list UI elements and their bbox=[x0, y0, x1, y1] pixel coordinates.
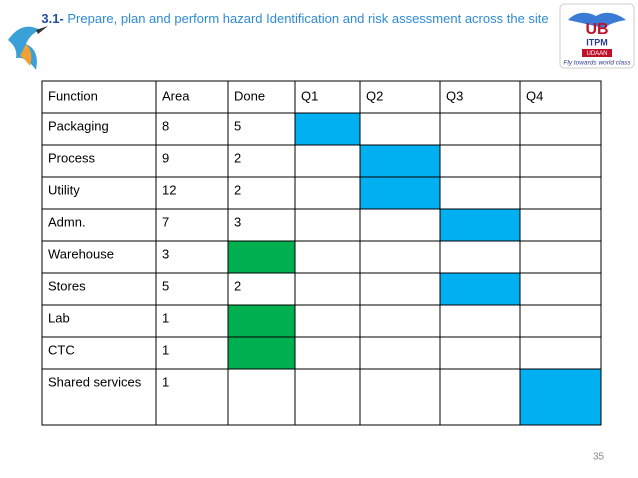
cell bbox=[359, 208, 441, 242]
highlight-cell bbox=[439, 208, 521, 242]
cell bbox=[41, 368, 157, 426]
cell bbox=[41, 240, 157, 274]
cell bbox=[294, 144, 361, 178]
title-number: 3.1- bbox=[41, 11, 64, 26]
table: Function Area Done Q1 Q2 Q3 Q4 Packaging 8 5 Proce… bbox=[41, 80, 602, 426]
cell bbox=[519, 336, 602, 370]
cell-text: 2 bbox=[234, 182, 241, 197]
cell bbox=[359, 240, 441, 274]
header-text: Function bbox=[48, 88, 98, 103]
cell bbox=[227, 144, 296, 178]
cell bbox=[519, 112, 602, 146]
cell bbox=[439, 144, 521, 178]
cell bbox=[294, 336, 361, 370]
header-cell bbox=[294, 80, 361, 114]
header-text: Q1 bbox=[301, 88, 318, 103]
cell bbox=[359, 304, 441, 338]
highlight-cell bbox=[227, 336, 296, 370]
cell-text: 9 bbox=[162, 150, 169, 165]
cell bbox=[359, 272, 441, 306]
cell-text: 1 bbox=[162, 310, 169, 325]
cell-text: Stores bbox=[48, 278, 86, 293]
header-cell bbox=[41, 80, 157, 114]
title-text: Prepare, plan and perform hazard Identif… bbox=[67, 11, 549, 26]
highlight-cell bbox=[359, 176, 441, 210]
highlight-cell bbox=[227, 304, 296, 338]
cell bbox=[439, 240, 521, 274]
cell bbox=[439, 112, 521, 146]
cell bbox=[519, 240, 602, 274]
cell bbox=[519, 208, 602, 242]
cell bbox=[155, 112, 229, 146]
cell-text: 2 bbox=[234, 150, 241, 165]
page-number: 35 bbox=[593, 452, 605, 463]
highlight-cell bbox=[359, 144, 441, 178]
cell bbox=[519, 144, 602, 178]
cell bbox=[41, 144, 157, 178]
cell bbox=[155, 144, 229, 178]
cell bbox=[439, 368, 521, 426]
cell bbox=[519, 304, 602, 338]
cell bbox=[155, 304, 229, 338]
highlight-cell bbox=[519, 368, 602, 426]
header-text: Q4 bbox=[526, 88, 543, 103]
cell bbox=[227, 368, 296, 426]
header-text: Q2 bbox=[366, 88, 383, 103]
cell-text: 1 bbox=[162, 374, 169, 389]
cell-text: Admn. bbox=[48, 214, 86, 229]
logo: UB ITPM UDAAN Fly towards world class bbox=[559, 3, 635, 69]
cell bbox=[227, 272, 296, 306]
cell-text: 12 bbox=[162, 182, 176, 197]
cell bbox=[439, 176, 521, 210]
highlight-cell bbox=[294, 112, 361, 146]
cell-text: Process bbox=[48, 150, 95, 165]
header-text: Q3 bbox=[446, 88, 463, 103]
highlight-cell bbox=[227, 240, 296, 274]
cell-text: 2 bbox=[234, 278, 241, 293]
cell bbox=[155, 336, 229, 370]
header-cell bbox=[439, 80, 521, 114]
cell bbox=[439, 336, 521, 370]
cell bbox=[294, 304, 361, 338]
cell bbox=[519, 272, 602, 306]
cell-text: CTC bbox=[48, 342, 75, 357]
cell-text: Utility bbox=[48, 182, 80, 197]
header-text: Area bbox=[162, 88, 190, 103]
logo-letters: UB bbox=[585, 21, 608, 38]
cell-text: Packaging bbox=[48, 118, 109, 133]
cell bbox=[294, 240, 361, 274]
cell bbox=[227, 208, 296, 242]
cell-text: 8 bbox=[162, 118, 169, 133]
cell-text: Warehouse bbox=[48, 246, 114, 261]
cell-text: 5 bbox=[234, 118, 241, 133]
cell bbox=[155, 208, 229, 242]
cell-text: 3 bbox=[162, 246, 169, 261]
cell bbox=[519, 176, 602, 210]
cell-text: Shared services bbox=[48, 374, 142, 389]
logo-name: ITPM bbox=[586, 37, 608, 47]
cell-text: 7 bbox=[162, 214, 169, 229]
cell-text: 3 bbox=[234, 214, 241, 229]
cell bbox=[359, 112, 441, 146]
cell bbox=[439, 304, 521, 338]
highlight-cell bbox=[439, 272, 521, 306]
cell-text: 1 bbox=[162, 342, 169, 357]
bird-icon bbox=[8, 26, 48, 71]
logo-tagline: Fly towards world class bbox=[563, 60, 631, 67]
cell bbox=[294, 208, 361, 242]
cell bbox=[294, 272, 361, 306]
header-text: Done bbox=[234, 88, 265, 103]
cell bbox=[41, 272, 157, 306]
slide-title: 3.1- Prepare, plan and perform hazard Id… bbox=[30, 8, 560, 29]
cell bbox=[359, 336, 441, 370]
logo-banner: UDAAN bbox=[586, 51, 607, 57]
cell-text: Lab bbox=[48, 310, 70, 325]
cell-text: 5 bbox=[162, 278, 169, 293]
cell bbox=[294, 368, 361, 426]
cell bbox=[294, 176, 361, 210]
cell bbox=[359, 368, 441, 426]
header-cell bbox=[227, 80, 296, 114]
